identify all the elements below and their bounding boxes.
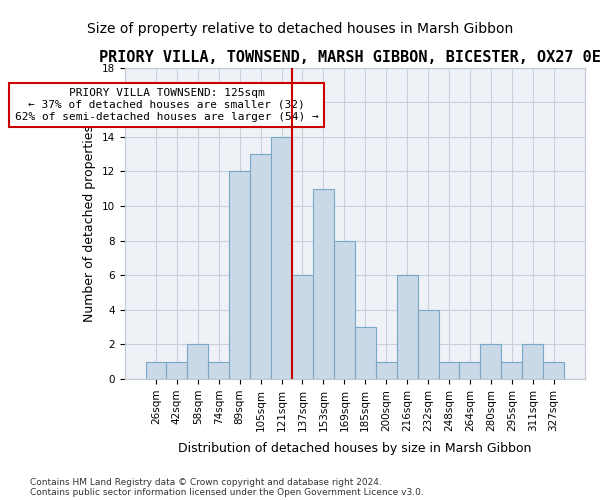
Bar xyxy=(250,154,271,379)
Bar xyxy=(460,362,481,379)
Bar xyxy=(334,240,355,379)
X-axis label: Distribution of detached houses by size in Marsh Gibbon: Distribution of detached houses by size … xyxy=(178,442,532,455)
Bar xyxy=(418,310,439,379)
Bar xyxy=(501,362,522,379)
Text: Size of property relative to detached houses in Marsh Gibbon: Size of property relative to detached ho… xyxy=(87,22,513,36)
Title: PRIORY VILLA, TOWNSEND, MARSH GIBBON, BICESTER, OX27 0EY: PRIORY VILLA, TOWNSEND, MARSH GIBBON, BI… xyxy=(100,50,600,65)
Bar xyxy=(376,362,397,379)
Bar xyxy=(543,362,564,379)
Bar xyxy=(166,362,187,379)
Bar xyxy=(522,344,543,379)
Text: Contains HM Land Registry data © Crown copyright and database right 2024.
Contai: Contains HM Land Registry data © Crown c… xyxy=(30,478,424,497)
Bar xyxy=(208,362,229,379)
Bar xyxy=(292,275,313,379)
Bar xyxy=(313,188,334,379)
Bar xyxy=(271,137,292,379)
Bar xyxy=(439,362,460,379)
Bar xyxy=(355,327,376,379)
Bar xyxy=(229,172,250,379)
Bar xyxy=(397,275,418,379)
Bar xyxy=(187,344,208,379)
Bar xyxy=(481,344,501,379)
Text: PRIORY VILLA TOWNSEND: 125sqm
← 37% of detached houses are smaller (32)
62% of s: PRIORY VILLA TOWNSEND: 125sqm ← 37% of d… xyxy=(14,88,319,122)
Y-axis label: Number of detached properties: Number of detached properties xyxy=(83,125,96,322)
Bar xyxy=(146,362,166,379)
